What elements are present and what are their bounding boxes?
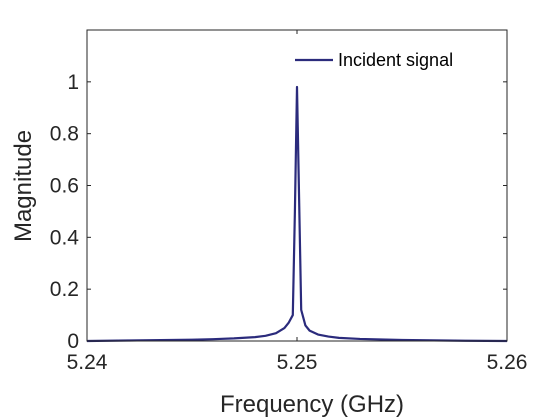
x-axis-label: Frequency (GHz) xyxy=(220,391,404,418)
y-tick-label: 0.4 xyxy=(50,226,80,249)
tick-layer: 5.24 5.25 5.26 0 0.2 0.4 0.6 0.8 1 xyxy=(50,30,528,374)
x-tick-label: 5.25 xyxy=(277,351,318,374)
legend-label-incident-signal: Incident signal xyxy=(338,50,453,70)
y-tick-label: 0 xyxy=(67,330,79,353)
x-tick-label: 5.24 xyxy=(67,351,108,374)
plot-area xyxy=(87,30,507,341)
series-layer xyxy=(86,85,508,343)
series-line-0 xyxy=(86,85,508,343)
y-tick-label: 0.6 xyxy=(50,175,79,198)
x-tick-label: 5.26 xyxy=(487,351,528,374)
y-axis-label: Magnitude xyxy=(10,130,37,242)
y-tick-label: 0.2 xyxy=(50,278,79,301)
legend: Incident signal xyxy=(295,50,453,70)
y-tick-label: 0.8 xyxy=(50,123,79,146)
y-tick-label: 1 xyxy=(67,71,79,94)
